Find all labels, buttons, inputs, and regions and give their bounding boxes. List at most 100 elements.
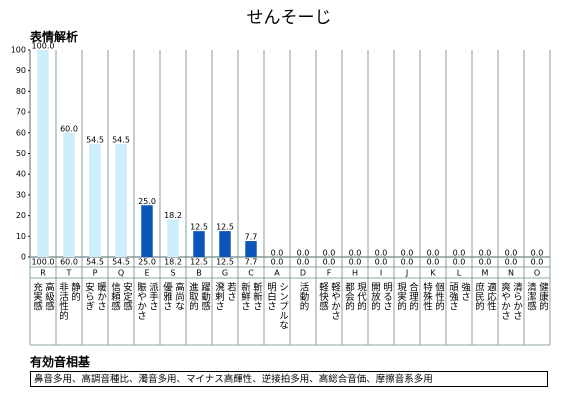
x-tick-label: I	[380, 269, 382, 278]
x-tick-label: D	[300, 269, 306, 278]
table-value: 0.0	[323, 258, 336, 267]
y-tick-label: 100	[11, 46, 26, 55]
value-label: 25.0	[138, 197, 156, 206]
table-value: 0.0	[531, 258, 544, 267]
x-tick-label: P	[93, 269, 98, 278]
category-label: 安らぎ	[83, 282, 94, 311]
category-label: 安定感	[121, 282, 132, 311]
table-value: 0.0	[349, 258, 362, 267]
x-tick-label: F	[327, 269, 332, 278]
category-label: 頑強さ	[447, 282, 458, 311]
category-label: 若さ	[225, 282, 236, 301]
category-label: 明白さ	[265, 282, 276, 311]
category-label: 躍動感	[199, 282, 210, 311]
bar	[193, 231, 205, 257]
x-tick-label: E	[144, 269, 149, 278]
value-label: 100.0	[32, 42, 55, 51]
value-label: 0.0	[271, 249, 284, 258]
value-label: 0.0	[297, 249, 310, 258]
value-label: 18.2	[164, 211, 182, 220]
y-tick-label: 70	[16, 108, 26, 117]
x-tick-label: K	[430, 269, 436, 278]
value-label: 60.0	[60, 124, 78, 133]
table-value: 60.0	[60, 258, 78, 267]
x-tick-label: A	[274, 269, 280, 278]
bar	[219, 231, 231, 257]
footer-text: 鼻音多用、高調音種比、濁音多用、マイナス高輝性、逆接拍多用、高総合音価、摩擦音系…	[30, 371, 548, 387]
category-label: 現実的	[395, 282, 406, 311]
value-label: 0.0	[323, 249, 336, 258]
x-tick-label: M	[482, 269, 489, 278]
category-label: 進取的	[187, 282, 198, 311]
chart-title: せんそーじ	[247, 8, 332, 28]
category-label: 派手さ	[147, 282, 158, 311]
x-tick-label: S	[170, 269, 175, 278]
category-label: 暖かさ	[95, 282, 106, 311]
bar	[37, 50, 49, 257]
bar	[63, 132, 75, 257]
value-label: 0.0	[401, 249, 414, 258]
category-label: シンプルな	[277, 282, 288, 330]
value-label: 0.0	[349, 249, 362, 258]
table-value: 12.5	[216, 258, 234, 267]
bar	[141, 205, 153, 257]
x-tick-label: H	[352, 269, 358, 278]
category-label: 現代的	[355, 282, 366, 311]
category-label: 合理的	[407, 282, 418, 311]
table-value: 25.0	[138, 258, 156, 267]
category-label: 明るさ	[381, 282, 392, 311]
bar	[245, 241, 257, 257]
x-tick-label: O	[534, 269, 540, 278]
category-label: 都会的	[343, 282, 354, 311]
x-tick-label: R	[40, 269, 46, 278]
category-label: 個性的	[433, 282, 444, 311]
value-label: 54.5	[86, 136, 104, 145]
x-tick-label: T	[66, 269, 72, 278]
table-value: 0.0	[453, 258, 466, 267]
table-value: 100.0	[32, 258, 55, 267]
value-label: 0.0	[427, 249, 440, 258]
x-tick-label: B	[196, 269, 202, 278]
category-label: 高尚な	[173, 282, 184, 311]
y-tick-label: 80	[16, 87, 26, 96]
x-tick-label: N	[508, 269, 514, 278]
y-tick-label: 0	[21, 253, 26, 262]
table-value: 0.0	[297, 258, 310, 267]
value-label: 0.0	[531, 249, 544, 258]
category-label: 軽快感	[317, 282, 328, 311]
bar	[89, 144, 101, 257]
table-value: 0.0	[479, 258, 492, 267]
y-tick-label: 20	[16, 211, 26, 220]
category-label: 軽やかさ	[329, 282, 340, 320]
category-label: 適応性	[485, 282, 496, 311]
x-tick-label: G	[222, 269, 228, 278]
category-label: 斬新さ	[251, 282, 262, 311]
table-value: 7.7	[245, 258, 258, 267]
category-label: 清潔感	[525, 282, 536, 311]
category-label: 溌剌さ	[213, 282, 224, 311]
category-label: 開放的	[369, 282, 380, 311]
table-value: 0.0	[375, 258, 388, 267]
y-tick-label: 10	[16, 232, 26, 241]
x-tick-label: J	[405, 269, 408, 278]
table-value: 0.0	[401, 258, 414, 267]
category-label: 活動的	[297, 282, 309, 311]
category-label: 清らかさ	[511, 282, 522, 320]
y-tick-label: 90	[16, 66, 26, 75]
value-label: 12.5	[190, 223, 208, 232]
table-value: 54.5	[86, 258, 104, 267]
category-label: 信頼感	[109, 282, 120, 311]
category-label: 新鮮さ	[239, 282, 250, 311]
table-value: 0.0	[271, 258, 284, 267]
category-label: 充実感	[31, 282, 42, 311]
x-tick-label: C	[248, 269, 254, 278]
value-label: 0.0	[453, 249, 466, 258]
category-label: 強さ	[459, 282, 470, 301]
x-tick-label: L	[457, 269, 462, 278]
category-label: 静的	[69, 282, 80, 301]
value-label: 12.5	[216, 223, 234, 232]
category-label: 非活性的	[57, 282, 68, 320]
y-tick-label: 40	[16, 170, 26, 179]
